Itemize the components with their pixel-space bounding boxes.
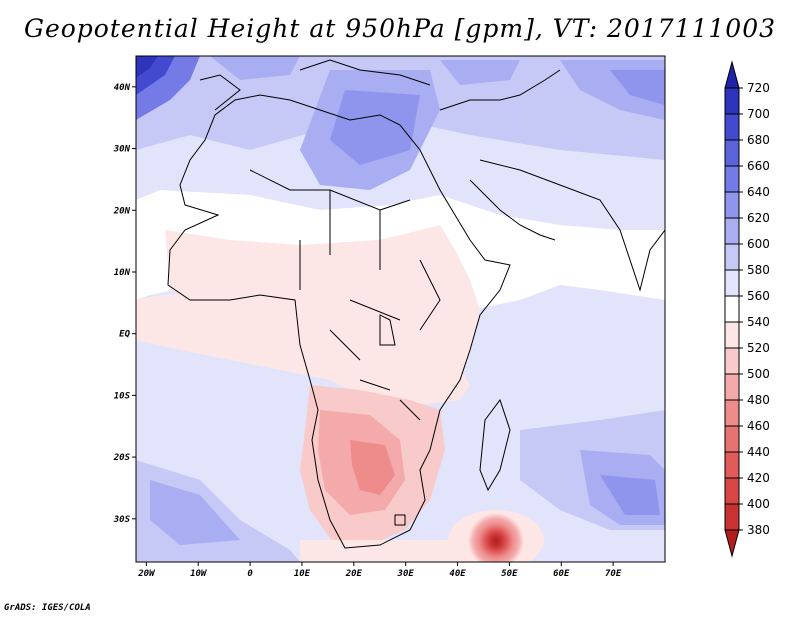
colorbar-label: 440 — [747, 445, 770, 459]
lon-tick-label: 30E — [397, 569, 415, 579]
lon-tick-label: 0 — [247, 569, 253, 579]
colorbar-swatch — [724, 347, 740, 375]
coastlines — [167, 59, 665, 549]
colorbar-swatch — [724, 529, 740, 558]
lat-tick-label: 20S — [113, 453, 131, 463]
colorbar-label: 460 — [747, 419, 770, 433]
colorbar-label: 620 — [747, 211, 770, 225]
colorbar-label: 480 — [747, 393, 770, 407]
colorbar-swatch — [724, 477, 740, 505]
colorbar-label: 400 — [747, 497, 770, 511]
colorbar-label: 700 — [747, 107, 770, 121]
colorbar-label: 680 — [747, 133, 770, 147]
grads-credit: GrADS: IGES/COLA — [4, 603, 91, 613]
colorbar-swatch — [724, 113, 740, 141]
colorbar-label: 660 — [747, 159, 770, 173]
lat-tick-label: EQ — [119, 330, 130, 340]
lat-tick-label: 30S — [113, 515, 131, 525]
latitude-axis: 40N 30N 20N 10N EQ 10S 20S 30S — [113, 83, 136, 525]
colorbar-label: 640 — [747, 185, 770, 199]
lat-tick-label: 20N — [113, 206, 131, 216]
colorbar: 380 400 420 440 460 480 500 520 540 560 580 600 620 6… — [724, 60, 770, 558]
colorbar-swatch — [724, 373, 740, 401]
colorbar-label: 720 — [747, 81, 770, 95]
colorbar-swatch — [724, 425, 740, 453]
lat-tick-label: 30N — [113, 145, 131, 155]
colorbar-label: 540 — [747, 315, 770, 329]
map-title: Geopotential Height at 950hPa [gpm], VT:… — [23, 14, 777, 43]
colorbar-swatch — [724, 321, 740, 349]
colorbar-swatch — [724, 503, 740, 531]
lon-tick-label: 10E — [294, 569, 311, 579]
lat-tick-label: 10S — [114, 391, 131, 401]
colorbar-swatch — [724, 165, 740, 193]
lon-tick-label: 60E — [553, 569, 570, 579]
colorbar-swatch — [724, 243, 740, 271]
lat-tick-label: 40N — [114, 83, 131, 93]
colorbar-swatch — [724, 451, 740, 479]
colorbar-label: 600 — [747, 237, 770, 251]
lon-tick-label: 20W — [137, 569, 156, 579]
colorbar-swatch — [724, 399, 740, 427]
colorbar-label: 500 — [747, 367, 770, 381]
map-frame — [135, 55, 666, 563]
lon-tick-label: 40E — [449, 569, 466, 579]
colorbar-swatch — [724, 87, 740, 115]
colorbar-swatch — [724, 191, 740, 219]
lat-tick-label: 10N — [114, 268, 131, 278]
lon-tick-label: 10W — [190, 569, 208, 579]
colorbar-swatch — [724, 217, 740, 245]
colorbar-swatch — [724, 139, 740, 167]
colorbar-label: 520 — [747, 341, 770, 355]
colorbar-label: 420 — [747, 471, 770, 485]
colorbar-swatch — [724, 269, 740, 297]
colorbar-swatch — [724, 60, 740, 89]
lon-tick-label: 50E — [501, 569, 518, 579]
lon-tick-label: 70E — [605, 569, 622, 579]
longitude-axis: 20W 10W 0 10E 20E 30E 40E 50E 60E 70E — [137, 562, 622, 579]
lon-tick-label: 20E — [345, 569, 363, 579]
colorbar-label: 580 — [747, 263, 770, 277]
colorbar-label: 560 — [747, 289, 770, 303]
height-field — [136, 56, 665, 562]
colorbar-swatch — [724, 295, 740, 323]
colorbar-label: 380 — [747, 523, 770, 537]
